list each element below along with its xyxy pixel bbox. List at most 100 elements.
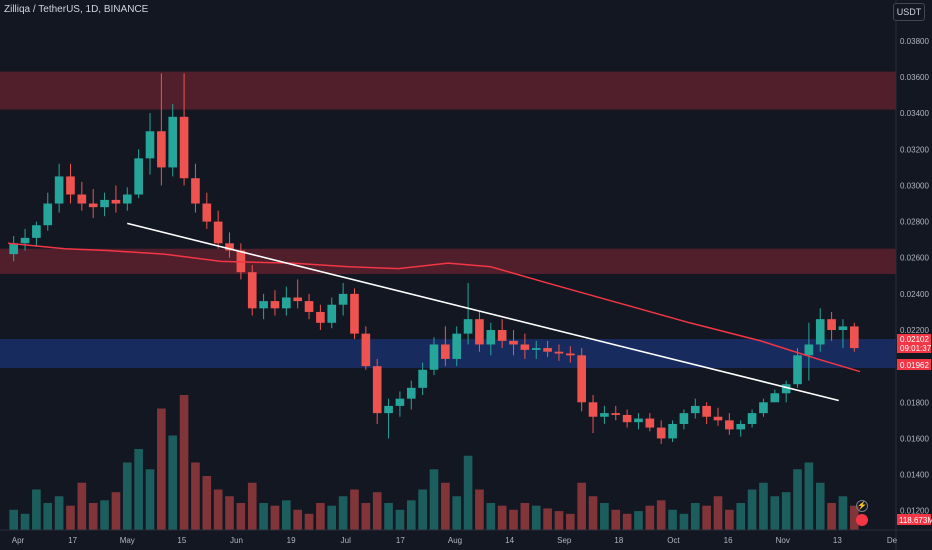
time-tick-label: Nov <box>776 536 790 545</box>
time-tick-label: Sep <box>557 536 572 545</box>
candle-body <box>88 203 98 208</box>
candle-body <box>577 355 586 403</box>
volume-bar <box>566 513 575 530</box>
volume-bar <box>225 496 234 530</box>
volume-bar <box>157 408 166 530</box>
candle-body <box>20 237 30 244</box>
candle-body <box>157 131 166 168</box>
volume-bar <box>463 455 473 530</box>
price-tick-label: 0.02800 <box>900 218 929 227</box>
volume-bar <box>554 511 564 530</box>
volume-bar <box>747 489 757 530</box>
ma-value: 0.01962 <box>900 361 929 370</box>
candle-body <box>747 413 757 424</box>
candle-body <box>395 398 405 406</box>
candle-body <box>384 405 393 414</box>
candles-layer <box>9 73 859 444</box>
candle-body <box>588 402 598 417</box>
price-tick-label: 0.01400 <box>900 471 929 480</box>
volume-bar <box>100 500 109 530</box>
candle-body <box>679 413 689 424</box>
candle-body <box>509 340 518 345</box>
symbol-title: Zilliqa / TetherUS, 1D, BINANCE <box>4 4 149 15</box>
lightning-icon[interactable]: ⚡ <box>856 500 868 512</box>
currency-button[interactable]: USDT <box>893 3 925 21</box>
candle-body <box>111 199 121 204</box>
volume-bar <box>702 505 711 530</box>
candle-body <box>566 353 575 356</box>
volume-bar <box>191 462 200 530</box>
volume-bar <box>645 505 655 530</box>
candle-body <box>554 351 564 354</box>
candle-body <box>270 301 280 309</box>
volume-bar <box>690 503 700 530</box>
candle-body <box>452 333 462 359</box>
candle-body <box>850 326 859 349</box>
candle-body <box>713 416 723 421</box>
volume-bar <box>259 503 268 530</box>
candle-body <box>418 369 427 388</box>
candle-body <box>406 387 416 399</box>
volume-bar <box>316 503 325 530</box>
trendline[interactable] <box>127 222 839 402</box>
volume-bar <box>781 492 791 530</box>
candle-body <box>702 405 711 417</box>
candle-body <box>543 348 552 352</box>
price-tick-label: 0.01200 <box>900 507 929 516</box>
volume-bar <box>270 505 280 530</box>
candle-body <box>77 194 87 204</box>
volume-bar <box>770 496 780 530</box>
volume-bar <box>486 503 496 530</box>
time-tick-label: 13 <box>833 536 842 545</box>
time-tick-label: 14 <box>505 536 514 545</box>
volume-bar <box>531 505 541 530</box>
volume-bar <box>145 469 155 530</box>
volume-bar <box>77 482 87 530</box>
price-axis[interactable]: 0.03800 0.03600 0.03400 0.03200 0.03000 0.028… <box>900 37 929 516</box>
volume-bar <box>43 503 53 530</box>
candle-body <box>838 326 848 331</box>
candle-body <box>736 423 746 430</box>
candle-body <box>600 413 609 417</box>
price-tick-label: 0.02200 <box>900 326 929 335</box>
volume-bar <box>793 469 802 530</box>
price-tick-label: 0.03200 <box>900 145 929 154</box>
candle-body <box>100 199 109 208</box>
volume-bar <box>509 509 518 530</box>
candle-body <box>827 319 836 331</box>
time-tick-label: 15 <box>177 536 186 545</box>
volume-bar <box>66 505 75 530</box>
price-tick-label: 0.03000 <box>900 181 929 190</box>
last-price-badge: 0.02102 09:01:37 <box>897 334 932 353</box>
volume-bar <box>622 513 632 530</box>
candle-body <box>202 203 212 222</box>
candle-body <box>531 348 541 350</box>
volume-bar <box>497 505 507 530</box>
flag-icon[interactable] <box>856 514 868 526</box>
candle-body <box>247 272 257 309</box>
volume-bar <box>656 500 666 530</box>
candle-body <box>429 344 439 370</box>
candle-body <box>372 366 382 414</box>
candle-body <box>225 243 234 251</box>
volume-bar <box>168 435 178 530</box>
candle-body <box>259 301 268 309</box>
candle-body <box>43 203 53 226</box>
candle-body <box>622 414 632 423</box>
volume-bar <box>713 496 723 530</box>
volume-bar <box>293 509 302 530</box>
volume-bar <box>452 496 462 530</box>
volume-bar <box>827 503 836 530</box>
candle-body <box>66 176 75 195</box>
candle-body <box>304 301 314 312</box>
candle-body <box>338 293 348 305</box>
time-tick-label: 19 <box>287 536 296 545</box>
volume-bar <box>88 503 98 530</box>
supply-zone <box>0 71 896 110</box>
volume-bar <box>736 503 746 530</box>
volume-bar <box>9 509 18 530</box>
volume-bar <box>111 492 121 530</box>
volume-bar <box>361 503 371 530</box>
time-axis[interactable]: Apr 17 May 15 Jun 19 Jul 17 Aug 14 Sep 18 Oct 16 Nov 13… <box>12 536 898 545</box>
